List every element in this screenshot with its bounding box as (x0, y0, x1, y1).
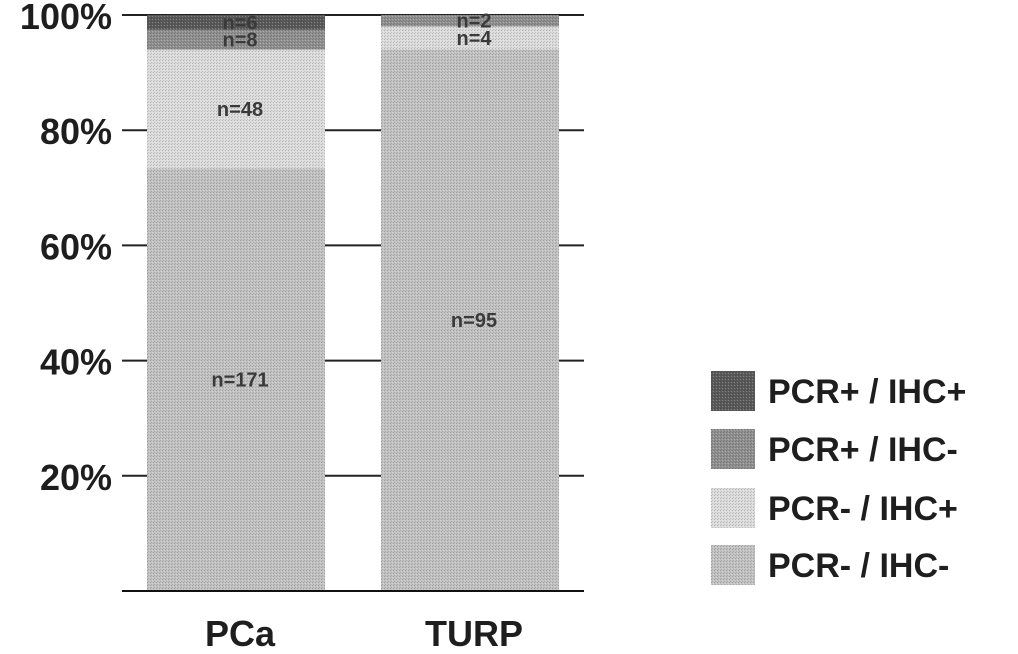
bar-segment-texture (381, 49, 559, 591)
bar-segment-texture (147, 15, 325, 30)
bar-data-label: n=2 (456, 11, 491, 33)
x-axis: PCa TURP (122, 590, 584, 654)
legend: PCR+ / IHC+ PCR+ / IHC- PCR- / IHC+ PCR- / … (711, 371, 966, 585)
bar-segment-texture (147, 29, 325, 50)
legend-label: PCR+ / IHC+ (768, 373, 966, 411)
legend-swatch-texture (711, 488, 755, 528)
bar-data-label: n=48 (217, 99, 263, 121)
bar-data-label: n=6 (222, 12, 257, 34)
y-tick-label: 40% (40, 342, 112, 383)
bar-data-label: n=8 (222, 30, 257, 52)
bar-segment-texture (147, 168, 325, 591)
legend-swatch-texture (711, 545, 755, 585)
legend-label: PCR- / IHC+ (768, 490, 958, 528)
bar-segment-texture (381, 26, 559, 50)
bar-segment-texture (381, 15, 559, 27)
bar-data-label: n=4 (456, 28, 492, 50)
x-category-label: PCa (205, 613, 276, 654)
y-tick-label: 20% (40, 457, 112, 498)
y-tick-label: 60% (40, 226, 112, 267)
legend-swatch-texture (711, 429, 755, 469)
bar-segment-texture (147, 49, 325, 169)
bar-data-label: n=171 (211, 370, 268, 392)
legend-swatch-texture (711, 371, 755, 411)
bar-data-label: n=95 (451, 310, 497, 332)
y-tick-label: 80% (40, 111, 112, 152)
y-tick-label: 100% (20, 0, 112, 37)
x-category-label: TURP (425, 613, 523, 654)
bars: n=171 n=48 n=8n=6 n=95 n=4n=2 (147, 11, 559, 591)
legend-label: PCR- / IHC- (768, 547, 949, 585)
legend-label: PCR+ / IHC- (768, 431, 958, 469)
